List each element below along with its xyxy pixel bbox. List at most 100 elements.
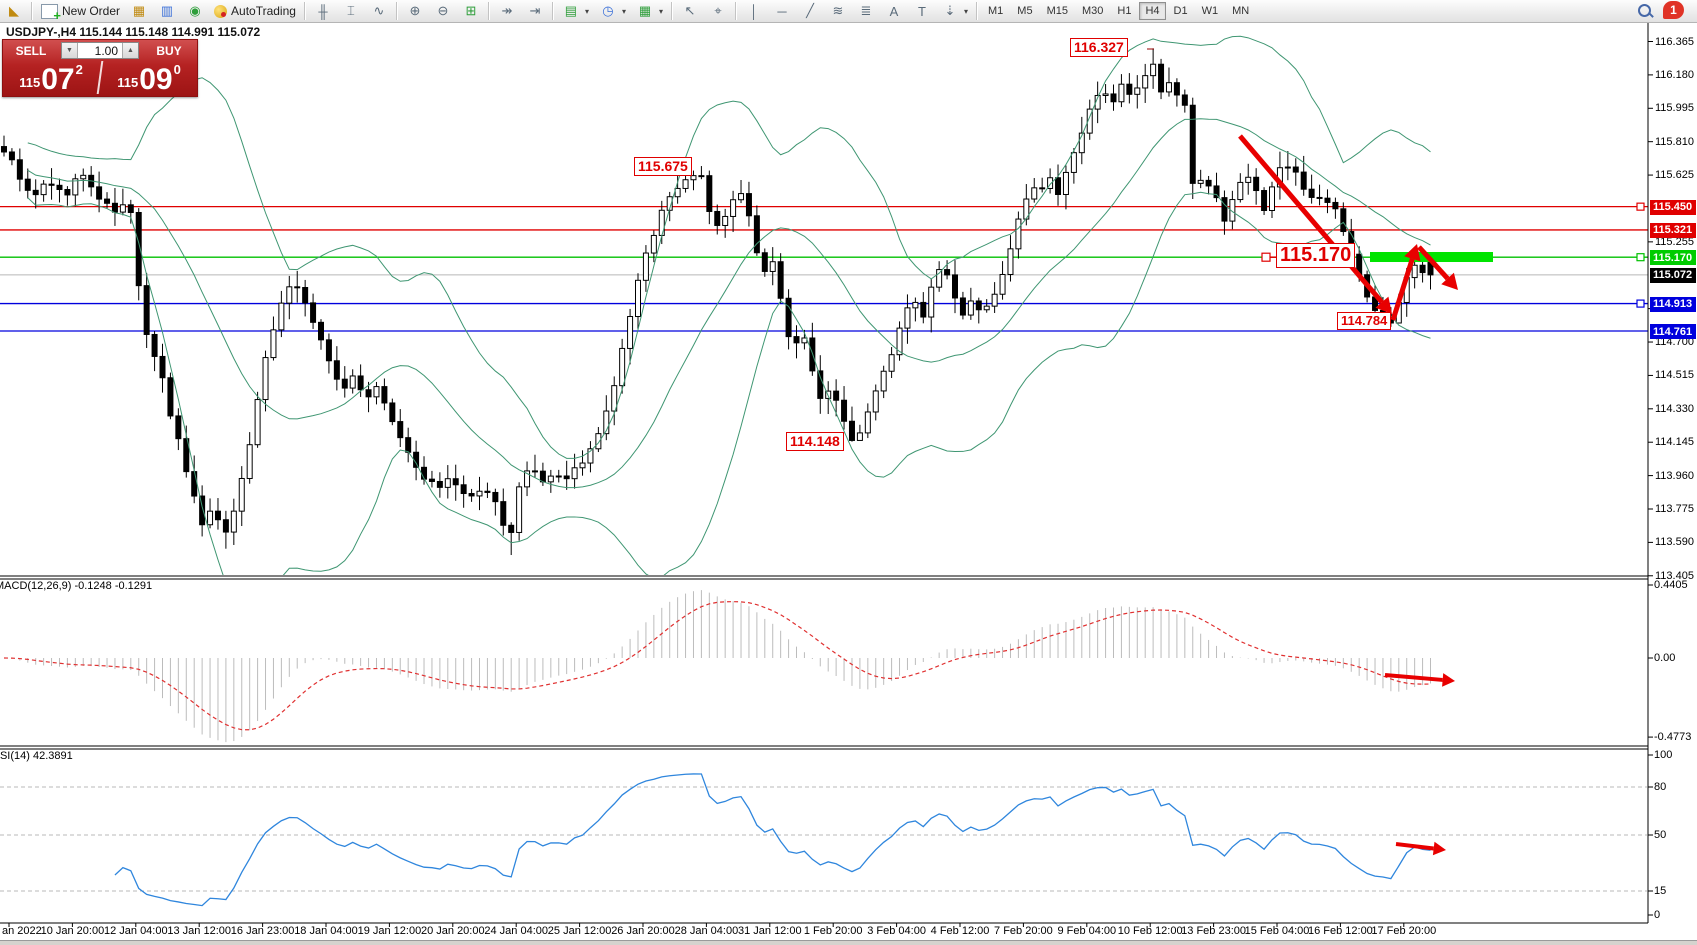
- zoom-in-icon[interactable]: ⊕: [401, 1, 429, 21]
- macd-indicator: [3, 590, 1431, 743]
- tile-windows-icon[interactable]: ⊞: [457, 1, 485, 21]
- price-tick-label: 114.330: [1655, 402, 1694, 415]
- one-click-trading-panel: SELL ▼ 1.00 ▲ BUY 115 07 2 115 09 0: [2, 39, 198, 97]
- price-line-label: 114.761: [1650, 324, 1696, 340]
- price-line-label: 115.170: [1650, 250, 1696, 266]
- auto-scroll-icon[interactable]: ↠: [493, 1, 521, 21]
- main-toolbar: ◣ New Order ▦ ▥ ◉ AutoTrading ╫ ⌶ ∿ ⊕ ⊖ ⊞ ↠ ⇥ ▤ ▾ ◷ ▾ ▦ ▾ ↖ ⌖…: [0, 0, 1697, 23]
- price-line-label: 115.072: [1650, 267, 1696, 283]
- chart-gold-icon[interactable]: ▦: [125, 1, 153, 21]
- indicators-icon[interactable]: ▦ ▾: [631, 1, 668, 21]
- channels-icon[interactable]: ≣: [852, 1, 880, 21]
- date-label: 10 Jan 20:00: [40, 925, 105, 937]
- sell-price-big: 07: [41, 62, 75, 96]
- green-highlight-zone[interactable]: [1370, 252, 1493, 262]
- rsi-axis-label: 100: [1654, 749, 1673, 761]
- timeframe-button-w1[interactable]: W1: [1196, 2, 1225, 20]
- notification-bubble[interactable]: 1: [1663, 1, 1684, 19]
- cursor-icon: ↖: [684, 3, 696, 18]
- trend-arrows[interactable]: [1238, 134, 1458, 856]
- bollinger-bands: [27, 35, 1431, 575]
- new-chart-icon[interactable]: ▤ ▾: [557, 1, 594, 21]
- timeframe-button-d1[interactable]: D1: [1168, 2, 1194, 20]
- fibonacci-icon[interactable]: ≋: [824, 1, 852, 21]
- tile-windows-icon: ⊞: [465, 3, 477, 18]
- new-chart-icon: ▤: [564, 3, 578, 18]
- price-annotation-label[interactable]: 114.784: [1337, 312, 1392, 330]
- vertical-line-icon[interactable]: │: [740, 1, 768, 21]
- buy-price[interactable]: 115 09 0: [101, 61, 197, 94]
- line-chart-icon[interactable]: ∿: [365, 1, 393, 21]
- timeframe-button-m1[interactable]: M1: [982, 2, 1009, 20]
- text-label-icon: T: [918, 3, 926, 19]
- arrows-objects-icon: ⇣: [944, 3, 956, 18]
- timeframe-button-h4[interactable]: H4: [1139, 2, 1166, 20]
- date-label: 24 Jan 04:00: [484, 925, 548, 937]
- toolbar-separator: [303, 2, 306, 20]
- blue-window-icon[interactable]: ▥: [153, 1, 181, 21]
- price-tick-label: 113.775: [1655, 502, 1694, 515]
- trendline-icon[interactable]: ╱: [796, 1, 824, 21]
- price-annotation-label[interactable]: 116.327: [1070, 38, 1128, 57]
- buy-button[interactable]: BUY: [156, 43, 182, 58]
- crosshair-icon[interactable]: ⌖: [704, 1, 732, 21]
- volume-decrease-button[interactable]: ▼: [62, 43, 78, 58]
- price-line-label: 115.321: [1650, 222, 1696, 238]
- line-handle[interactable]: [1636, 202, 1645, 211]
- price-annotation-label[interactable]: 115.170: [1276, 243, 1356, 268]
- chart-shift-icon[interactable]: ⇥: [521, 1, 549, 21]
- clipped-yellow-icon[interactable]: ◣: [0, 1, 28, 21]
- line-handle[interactable]: [1636, 299, 1645, 308]
- label-anchor-handle[interactable]: [1261, 252, 1271, 262]
- zoom-out-icon[interactable]: ⊖: [429, 1, 457, 21]
- bar-chart-icon[interactable]: ╫: [309, 1, 337, 21]
- arrows-objects-icon[interactable]: ⇣ ▾: [936, 1, 973, 21]
- rsi-axis-label: 50: [1654, 829, 1667, 841]
- new-order-button[interactable]: New Order: [36, 1, 125, 23]
- date-label: 10 Feb 12:00: [1117, 925, 1183, 937]
- price-tick-label: 116.365: [1655, 35, 1694, 48]
- text-icon: A: [889, 3, 899, 19]
- crosshair-icon: ⌖: [714, 3, 722, 18]
- date-label: 1 Feb 20:00: [803, 925, 863, 937]
- price-tick-label: 115.810: [1655, 135, 1694, 148]
- price-tick-label: 116.180: [1655, 68, 1694, 81]
- sell-price[interactable]: 115 07 2: [3, 61, 99, 94]
- price-annotation-label[interactable]: 115.675: [634, 157, 692, 176]
- chart-ohlc-title: USDJPY-,H4 115.144 115.148 114.991 115.0…: [6, 25, 261, 39]
- timeframe-button-mn[interactable]: MN: [1226, 2, 1255, 20]
- date-label: 28 Jan 04:00: [674, 925, 739, 937]
- buy-price-big: 09: [139, 62, 173, 96]
- timeframe-button-m5[interactable]: M5: [1011, 2, 1038, 20]
- search-icon[interactable]: [1637, 3, 1654, 19]
- sell-price-prefix: 115: [19, 75, 41, 90]
- timeframe-button-m30[interactable]: M30: [1076, 2, 1109, 20]
- timeframe-button-h1[interactable]: H1: [1111, 2, 1137, 20]
- date-label: 17 Feb 20:00: [1371, 925, 1437, 937]
- profiles-clock-icon[interactable]: ◷ ▾: [594, 1, 631, 21]
- fibonacci-icon: ≋: [832, 3, 844, 18]
- timeframe-button-m15[interactable]: M15: [1041, 2, 1074, 20]
- line-handle[interactable]: [1636, 253, 1645, 262]
- clipped-yellow-icon: ◣: [9, 3, 19, 18]
- green-signal-icon[interactable]: ◉: [181, 1, 209, 21]
- chart-gold-icon: ▦: [132, 3, 146, 18]
- new-order-icon: [41, 3, 61, 23]
- toolbar-separator: [976, 2, 979, 20]
- text-icon[interactable]: A: [880, 1, 908, 21]
- horizontal-line-icon[interactable]: ─: [768, 1, 796, 21]
- sell-button[interactable]: SELL: [15, 43, 47, 58]
- date-label: 19 Jan 12:00: [357, 925, 422, 937]
- price-tick-label: 115.995: [1655, 102, 1694, 115]
- text-label-icon[interactable]: T: [908, 1, 936, 21]
- volume-input[interactable]: 1.00: [94, 43, 118, 58]
- date-label: 4 Feb 12:00: [930, 925, 990, 937]
- green-signal-icon: ◉: [189, 3, 201, 18]
- price-line-label: 115.450: [1650, 199, 1696, 215]
- autotrading-button[interactable]: AutoTrading: [209, 1, 301, 21]
- cursor-icon[interactable]: ↖: [676, 1, 704, 21]
- volume-increase-button[interactable]: ▲: [122, 43, 138, 58]
- candlestick-chart-icon[interactable]: ⌶: [337, 1, 365, 21]
- price-annotation-label[interactable]: 114.148: [786, 432, 844, 451]
